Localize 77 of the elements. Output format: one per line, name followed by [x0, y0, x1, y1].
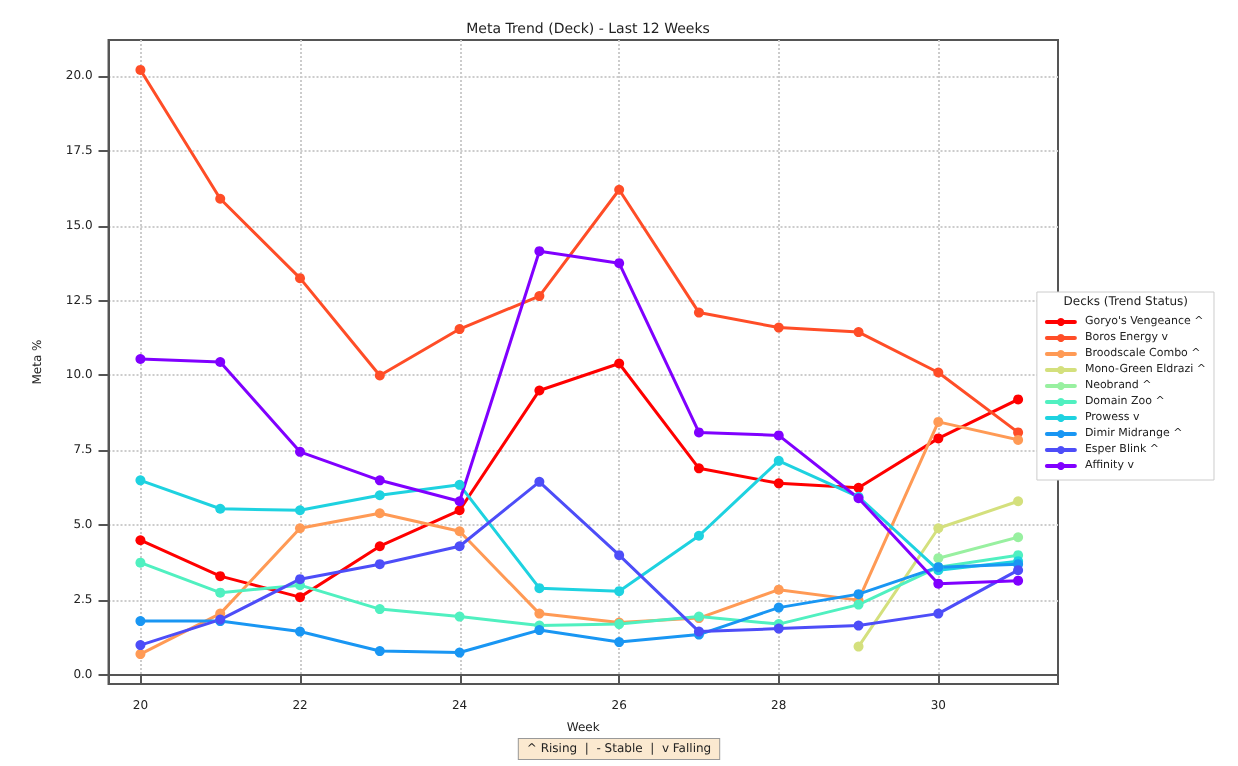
point	[1013, 394, 1024, 405]
point	[135, 640, 146, 651]
point	[135, 354, 146, 364]
point	[773, 584, 784, 595]
point	[454, 496, 465, 507]
point	[454, 526, 465, 537]
point	[933, 553, 944, 564]
point	[374, 541, 385, 552]
point	[454, 505, 465, 516]
point	[1013, 496, 1024, 507]
point	[374, 646, 385, 657]
point	[933, 416, 944, 427]
point	[215, 587, 226, 598]
point	[853, 589, 864, 600]
point	[693, 427, 704, 438]
point	[614, 550, 625, 561]
point	[933, 367, 944, 378]
point	[215, 193, 226, 204]
point	[773, 478, 784, 489]
point	[295, 626, 306, 637]
point	[374, 490, 385, 501]
point	[773, 455, 784, 466]
point	[853, 327, 864, 338]
point	[1013, 532, 1024, 543]
point	[693, 530, 704, 541]
point	[295, 523, 306, 534]
point	[773, 322, 784, 333]
point	[374, 559, 385, 570]
point	[933, 523, 944, 534]
point	[534, 291, 545, 302]
point	[773, 430, 784, 441]
point	[933, 433, 944, 444]
point	[773, 602, 784, 613]
point	[374, 475, 385, 486]
point	[454, 324, 465, 335]
point	[454, 479, 465, 490]
point	[1013, 575, 1024, 586]
point	[454, 647, 465, 658]
point	[614, 258, 625, 269]
point	[454, 611, 465, 622]
point	[853, 641, 864, 652]
point	[215, 357, 226, 367]
point	[295, 574, 306, 585]
point	[374, 370, 385, 381]
point	[534, 385, 545, 396]
point	[693, 463, 704, 474]
point	[215, 571, 226, 582]
point	[693, 307, 704, 318]
point	[295, 446, 306, 457]
point	[295, 505, 306, 516]
point	[135, 616, 146, 627]
point	[853, 620, 864, 631]
point	[374, 508, 385, 519]
point	[534, 625, 545, 636]
point	[534, 246, 545, 257]
point	[135, 557, 146, 568]
point	[454, 541, 465, 552]
point	[853, 482, 864, 493]
point	[534, 476, 545, 487]
point	[135, 649, 146, 660]
point	[933, 578, 944, 589]
point	[614, 358, 625, 369]
point	[614, 637, 625, 648]
point	[1013, 434, 1024, 445]
point	[534, 583, 545, 594]
point	[215, 503, 226, 514]
point	[295, 273, 306, 284]
point	[614, 586, 625, 597]
point	[614, 184, 625, 195]
point	[374, 604, 385, 615]
point	[135, 64, 146, 75]
point	[534, 608, 545, 619]
point	[1013, 565, 1024, 576]
point	[933, 608, 944, 619]
point	[135, 535, 146, 546]
point	[295, 592, 306, 603]
point	[135, 475, 146, 486]
